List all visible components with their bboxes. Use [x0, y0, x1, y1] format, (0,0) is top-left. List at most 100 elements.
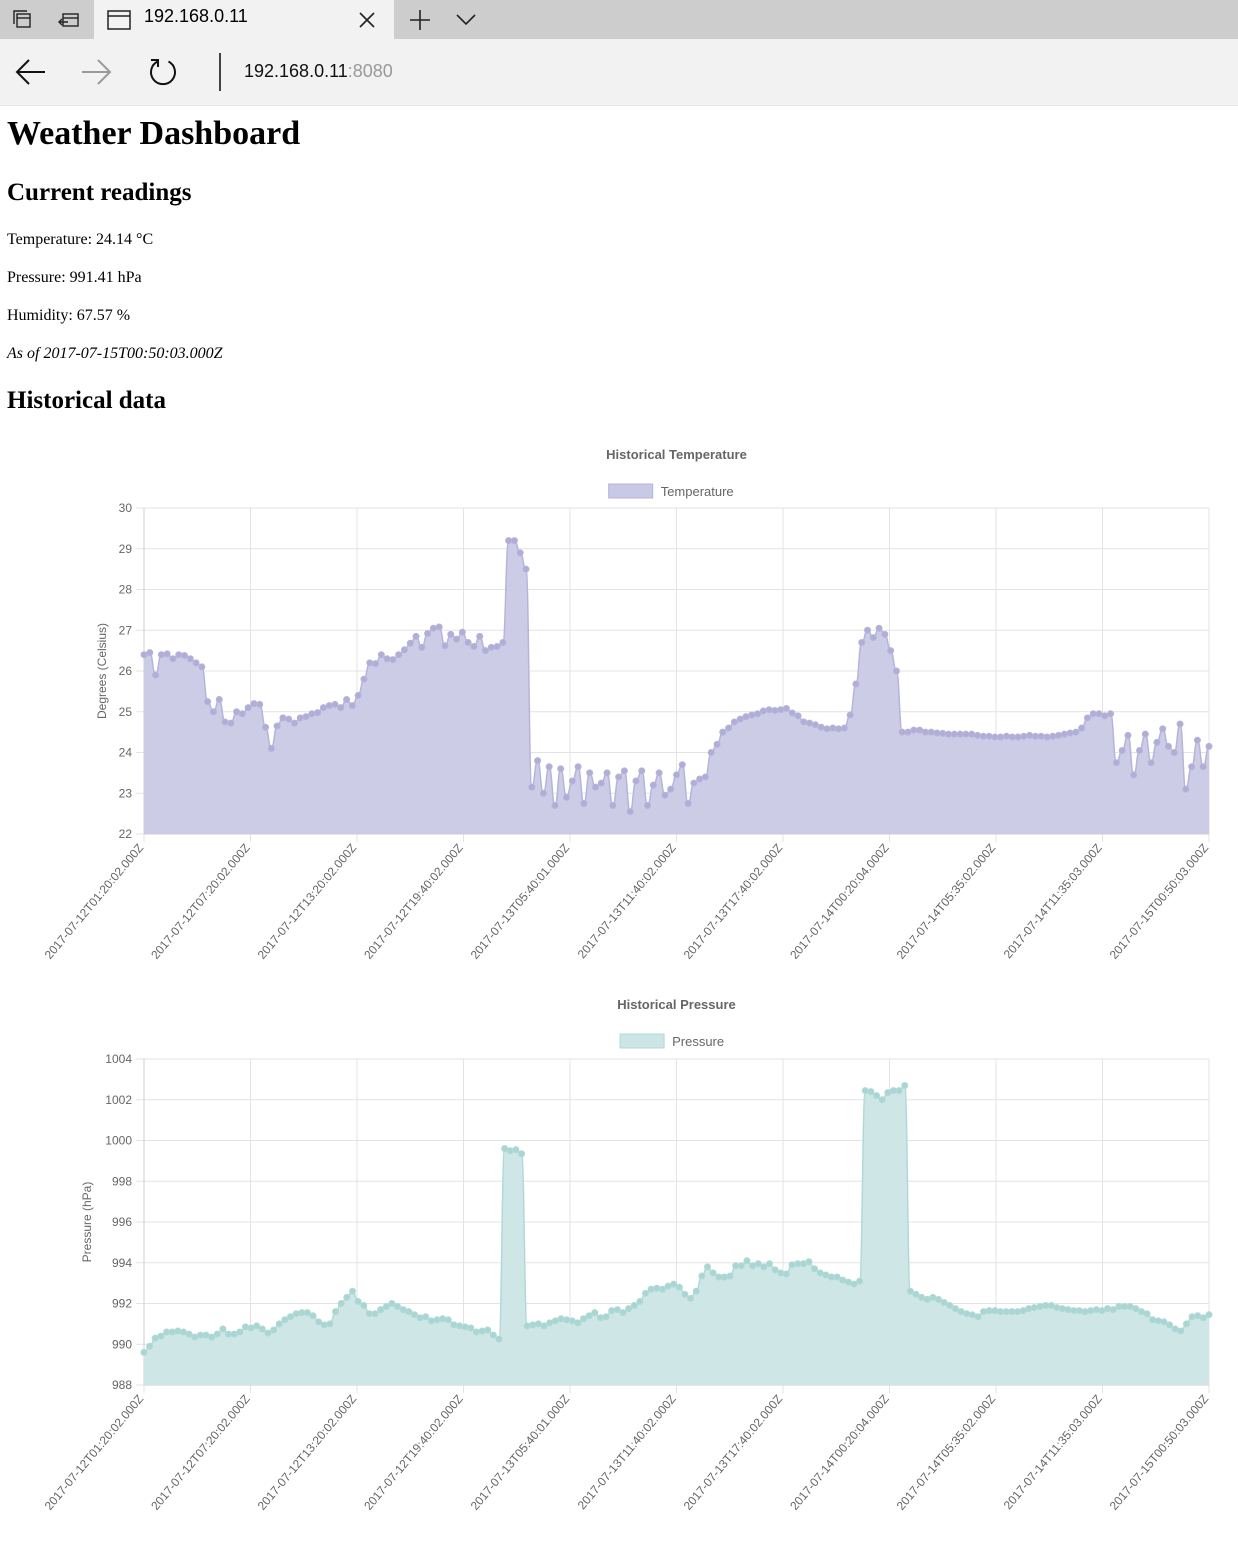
temperature-data-point [1136, 746, 1144, 754]
temperature-data-point [956, 730, 964, 738]
pressure-data-point [602, 1313, 610, 1321]
pressure-data-point [1188, 1313, 1196, 1321]
temperature-data-point [273, 722, 281, 730]
temperature-data-point [337, 704, 345, 712]
temperature-data-point [661, 791, 669, 799]
pressure-data-point [1042, 1302, 1050, 1310]
temperature-data-point [713, 740, 721, 748]
pressure-data-point [1160, 1318, 1168, 1326]
pressure-data-point [534, 1320, 542, 1328]
temperature-data-point [441, 642, 449, 650]
pressure-x-tick-label: 2017-07-14T11:35:03.000Z [1001, 1392, 1105, 1512]
pressure-data-point [856, 1277, 864, 1285]
pressure-data-point [709, 1269, 717, 1277]
pressure-data-point [596, 1314, 604, 1322]
temperature-data-point [267, 744, 275, 752]
temperature-data-point [1002, 732, 1010, 740]
pressure-data-point [822, 1271, 830, 1279]
pressure-data-point [946, 1302, 954, 1310]
pressure-data-point [450, 1321, 458, 1329]
pressure-x-tick-label: 2017-07-14T00:20:04.000Z [787, 1392, 892, 1513]
pressure-data-point [1126, 1303, 1134, 1311]
active-tab[interactable]: 192.168.0.11 [94, 0, 394, 39]
temperature-data-point [325, 702, 333, 710]
temperature-x-tick-label: 2017-07-13T17:40:02.000Z [681, 841, 786, 962]
temperature-data-point [152, 671, 160, 679]
temperature-data-point [626, 808, 634, 816]
tab-list-icon[interactable] [448, 0, 484, 39]
pressure-data-point [1115, 1303, 1123, 1311]
pressure-data-point [703, 1263, 711, 1271]
temperature-data-point [701, 773, 709, 781]
pressure-data-point [670, 1280, 678, 1288]
pressure-y-tick-label: 988 [112, 1378, 132, 1392]
pressure-y-tick-label: 1002 [105, 1093, 132, 1107]
pressure-data-point [275, 1320, 283, 1328]
pressure-data-point [980, 1308, 988, 1316]
temperature-chart-svg: Historical Temperature Temperature 22 23 24 2… [42, 447, 1213, 962]
temperature-data-point [406, 639, 414, 647]
pressure-data-point [985, 1307, 993, 1315]
tab-manager-icon[interactable] [0, 0, 46, 39]
temperature-data-point [725, 724, 733, 732]
pressure-y-tick-label: 1000 [105, 1134, 132, 1148]
pressure-data-point [811, 1265, 819, 1273]
new-tab-icon[interactable] [402, 0, 438, 39]
temperature-data-point [586, 769, 594, 777]
pressure-data-point [1070, 1307, 1078, 1315]
temperature-data-point [765, 706, 773, 714]
address-input[interactable]: 192.168.0.11:8080 [244, 61, 393, 82]
temperature-data-point [840, 724, 848, 732]
temperature-data-point [163, 650, 171, 658]
pressure-data-point [208, 1333, 216, 1341]
pressure-area [144, 1085, 1209, 1385]
pressure-data-point [461, 1323, 469, 1331]
set-aside-tabs-icon[interactable] [46, 0, 92, 39]
temperature-data-point [227, 719, 235, 727]
pressure-data-point [777, 1269, 785, 1277]
pressure-data-point [151, 1334, 159, 1342]
temperature-data-point [447, 630, 455, 638]
pressure-data-point [1171, 1325, 1179, 1333]
pressure-data-point [664, 1282, 672, 1290]
refresh-icon[interactable] [142, 51, 184, 93]
temperature-data-point [574, 763, 582, 771]
pressure-data-point [489, 1331, 497, 1339]
temperature-data-point [429, 624, 437, 632]
pressure-data-point [799, 1260, 807, 1268]
page-title: Weather Dashboard [7, 115, 301, 152]
temperature-data-point [1193, 736, 1201, 744]
temperature-data-point [597, 779, 605, 787]
pressure-data-point [968, 1311, 976, 1319]
pressure-data-point [613, 1306, 621, 1314]
pressure-x-tick-label: 2017-07-12T19:40:02.000Z [361, 1392, 466, 1513]
temperature-chart: Historical Temperature Temperature 22 23 24 2… [0, 440, 1238, 985]
temperature-data-point [1020, 732, 1028, 740]
forward-arrow-icon[interactable] [75, 51, 117, 93]
pressure-data-point [501, 1145, 509, 1153]
pressure-data-point [867, 1088, 875, 1096]
temperature-data-point [192, 659, 200, 667]
pressure-data-point [1013, 1308, 1021, 1316]
pressure-data-point [518, 1150, 526, 1158]
pressure-data-point [348, 1287, 356, 1295]
pressure-data-point [1098, 1307, 1106, 1315]
pressure-data-point [726, 1272, 734, 1280]
temperature-data-point [782, 704, 790, 712]
close-tab-icon[interactable] [352, 0, 382, 39]
current-readings-heading: Current readings [7, 179, 192, 206]
pressure-data-point [760, 1263, 768, 1271]
temperature-y-axis-label: Degrees (Celsius) [95, 623, 109, 719]
temperature-data-point [921, 728, 929, 736]
temperature-data-point [1095, 710, 1103, 718]
temperature-data-point [302, 713, 310, 721]
pressure-data-point [557, 1315, 565, 1323]
pressure-data-point [163, 1328, 171, 1336]
temperature-data-point [1205, 742, 1213, 750]
temperature-data-point [667, 785, 675, 793]
temperature-data-point [516, 549, 524, 557]
pressure-data-point [833, 1273, 841, 1281]
pressure-data-point [1143, 1310, 1151, 1318]
temperature-data-point [945, 730, 953, 738]
back-arrow-icon[interactable] [10, 51, 52, 93]
